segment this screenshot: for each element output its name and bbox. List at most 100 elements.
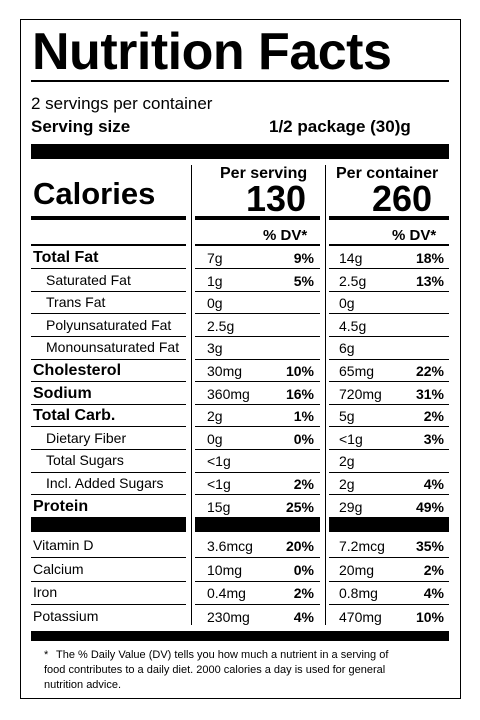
- serving-dv: 16%: [285, 385, 314, 402]
- serving-amount: 1g: [207, 272, 223, 289]
- row-divider: [31, 604, 186, 605]
- container-amount: 6g: [339, 340, 355, 357]
- vitamin-name: Calcium: [33, 560, 84, 577]
- row-divider: [329, 426, 449, 428]
- row-divider: [195, 381, 320, 383]
- nutrient-name: Total Sugars: [46, 452, 124, 469]
- nutrient-name: Trans Fat: [46, 294, 106, 311]
- nutrient-name: Incl. Added Sugars: [46, 475, 164, 491]
- container-amount: 2.5g: [339, 272, 367, 289]
- serving-amount: 3g: [207, 340, 223, 357]
- row-divider: [329, 358, 449, 360]
- row-divider: [31, 381, 186, 383]
- serving-dv: 0%: [293, 561, 314, 578]
- row-divider: [195, 335, 320, 337]
- nutrient-name: Saturated Fat: [46, 271, 131, 288]
- servings-per-container: 2 servings per container: [31, 94, 213, 113]
- header-rule-serving: [195, 244, 320, 246]
- row-divider: [31, 448, 186, 450]
- thick-divider-vitamins-serving: [195, 517, 320, 532]
- serving-size-value: 1/2 package (30)g: [269, 117, 411, 136]
- nutrient-name: Protein: [33, 497, 89, 515]
- column-divider-left: [191, 165, 192, 625]
- vitamin-name: Potassium: [33, 607, 99, 624]
- container-dv: 31%: [415, 385, 444, 402]
- per-serving-header: Per serving: [220, 165, 308, 182]
- serving-amount: 3.6mcg: [207, 538, 253, 554]
- calories-per-serving: 130: [246, 178, 307, 219]
- row-divider: [31, 494, 186, 496]
- row-divider: [195, 313, 320, 315]
- serving-dv: 1%: [293, 408, 314, 425]
- calories-per-container: 260: [372, 178, 433, 219]
- row-divider: [329, 448, 449, 450]
- serving-amount: 0.4mg: [207, 585, 246, 601]
- serving-amount: <1g: [207, 453, 231, 470]
- container-amount: 5g: [339, 408, 355, 425]
- nutrient-name: Sodium: [33, 384, 92, 402]
- row-divider: [329, 403, 449, 405]
- vitamin-name: Iron: [33, 584, 58, 600]
- thick-divider-vitamins-name: [31, 517, 186, 532]
- serving-amount: 10mg: [207, 561, 243, 578]
- thick-divider-top: [31, 144, 449, 159]
- row-divider: [31, 358, 186, 360]
- nutrient-name: Cholesterol: [33, 362, 122, 379]
- footnote-line: The % Daily Value (DV) tells you how muc…: [56, 649, 389, 661]
- row-divider: [195, 290, 320, 292]
- row-divider: [195, 604, 320, 605]
- row-divider: [195, 403, 320, 405]
- row-divider: [329, 268, 449, 270]
- container-amount: 2g: [339, 453, 355, 470]
- row-divider: [329, 604, 449, 605]
- row-divider: [31, 580, 186, 582]
- container-amount: 470mg: [339, 608, 382, 625]
- nutrient-name: Monounsaturated Fat: [46, 339, 180, 356]
- container-amount: <1g: [339, 430, 363, 447]
- nutrient-name: Total Fat: [33, 249, 99, 266]
- label-title: Nutrition Facts: [32, 23, 392, 81]
- thick-divider-bottom: [31, 631, 449, 641]
- footnote-line: food contributes to a daily diet. 2000 c…: [44, 664, 386, 676]
- row-divider: [195, 358, 320, 360]
- serving-amount: 2g: [207, 408, 223, 425]
- serving-amount: 30mg: [207, 363, 243, 379]
- serving-dv: 0%: [293, 430, 314, 447]
- serving-dv: 5%: [293, 272, 314, 289]
- row-divider: [31, 471, 186, 473]
- container-dv: 3%: [423, 430, 444, 447]
- serving-amount: 0g: [207, 295, 223, 312]
- calories-rule-name: [31, 216, 186, 220]
- container-amount: 65mg: [339, 363, 375, 379]
- row-divider: [195, 494, 320, 496]
- row-divider: [329, 580, 449, 582]
- serving-size-label: Serving size: [31, 117, 131, 136]
- row-divider: [329, 494, 449, 496]
- serving-amount: 7g: [207, 250, 223, 266]
- row-divider: [329, 381, 449, 383]
- container-amount: 0.8mg: [339, 585, 378, 601]
- serving-amount: 360mg: [207, 385, 250, 402]
- container-dv: 13%: [415, 272, 444, 289]
- dv-header-container: % DV*: [392, 227, 437, 244]
- row-divider: [195, 268, 320, 270]
- container-amount: 720mg: [339, 385, 382, 402]
- per-container-header: Per container: [336, 165, 439, 182]
- container-amount: 20mg: [339, 561, 375, 578]
- container-amount: 29g: [339, 498, 363, 515]
- row-divider: [195, 448, 320, 450]
- row-divider: [31, 313, 186, 315]
- row-divider: [31, 268, 186, 270]
- row-divider: [31, 290, 186, 292]
- container-dv: 18%: [415, 250, 444, 266]
- serving-dv: 9%: [293, 250, 314, 266]
- container-amount: 14g: [339, 250, 363, 266]
- header-rule-name: [31, 244, 186, 246]
- nutrient-name: Dietary Fiber: [46, 429, 127, 446]
- calories-rule-container: [329, 216, 449, 220]
- serving-dv: 20%: [285, 538, 314, 554]
- serving-amount: 2.5g: [207, 317, 235, 334]
- row-divider: [31, 403, 186, 405]
- container-dv: 10%: [415, 608, 444, 625]
- nutrition-facts-panel: [20, 19, 461, 699]
